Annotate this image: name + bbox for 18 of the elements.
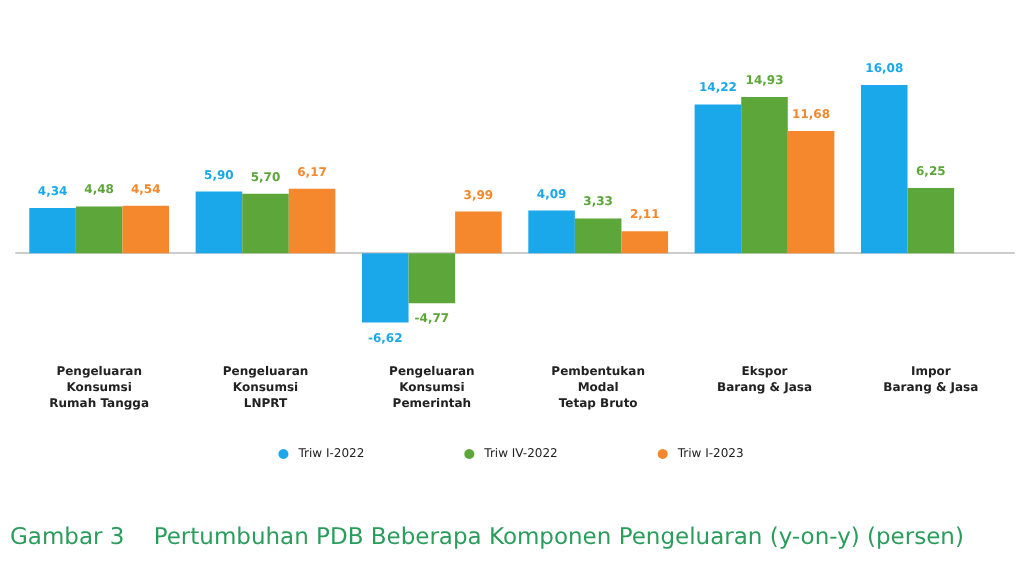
bar bbox=[361, 253, 409, 323]
bar bbox=[694, 104, 742, 254]
bar bbox=[741, 97, 788, 254]
bar bbox=[122, 205, 170, 254]
bar bbox=[528, 210, 575, 254]
bar bbox=[574, 218, 622, 254]
text: Gambar 3 Pertumbuhan PDB Beberapa Komponen Pengeluaran (y-on-y) (persen) bbox=[10, 522, 964, 550]
bar bbox=[29, 207, 76, 254]
bar bbox=[408, 253, 456, 304]
bar bbox=[787, 131, 835, 254]
bar bbox=[75, 206, 123, 254]
bar bbox=[860, 85, 908, 254]
bar bbox=[621, 231, 669, 254]
bar bbox=[455, 211, 502, 254]
bar bbox=[242, 193, 289, 254]
bar bbox=[195, 191, 243, 254]
bar bbox=[907, 187, 955, 254]
bar bbox=[288, 188, 336, 254]
